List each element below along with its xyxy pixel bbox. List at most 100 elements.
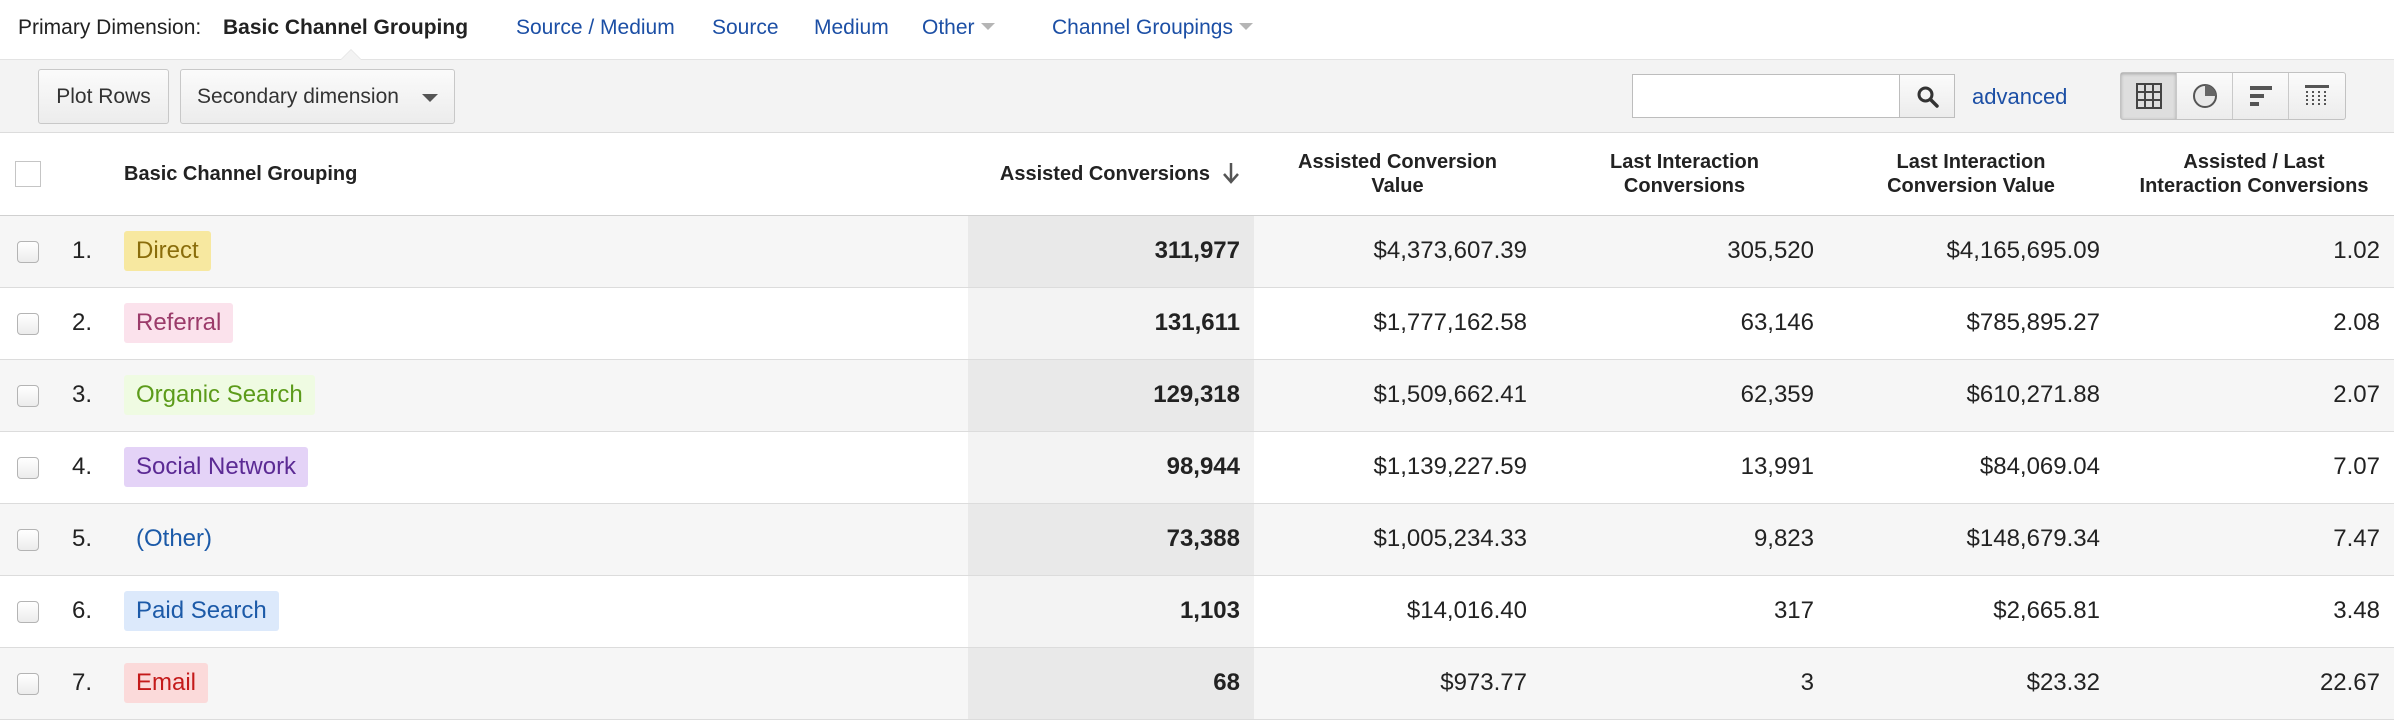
- channel-groupings-label: Channel Groupings: [1052, 16, 1233, 39]
- last-interaction-value-cell: $148,679.34: [1828, 503, 2114, 576]
- row-checkbox[interactable]: [17, 384, 39, 407]
- header-assisted-conversions[interactable]: Assisted Conversions: [968, 134, 1254, 216]
- header-assisted-last-interaction-ratio[interactable]: Assisted / Last Interaction Conversions: [2114, 134, 2394, 216]
- assisted-conversion-value-cell: $1,509,662.41: [1254, 359, 1541, 432]
- last-interaction-conversions-cell: 13,991: [1541, 431, 1828, 504]
- table-row: 3. Organic Search 129,318 $1,509,662.41 …: [0, 359, 2394, 432]
- table-view-button[interactable]: [2121, 73, 2177, 119]
- pie-view-button[interactable]: [2177, 73, 2233, 119]
- ratio-cell: 1.02: [2114, 215, 2394, 288]
- table-search-input[interactable]: [1633, 75, 1900, 117]
- last-interaction-value-cell: $2,665.81: [1828, 575, 2114, 648]
- select-all-cell: [0, 134, 56, 216]
- assisted-conversion-value-cell: $14,016.40: [1254, 575, 1541, 648]
- table-row: 4. Social Network 98,944 $1,139,227.59 1…: [0, 431, 2394, 504]
- assisted-conversions-cell: 311,977: [968, 215, 1254, 288]
- header-line-1: Assisted / Last: [2183, 151, 2325, 174]
- last-interaction-value-cell: $84,069.04: [1828, 431, 2114, 504]
- channel-label[interactable]: Direct: [124, 231, 211, 271]
- channel-groupings-dropdown[interactable]: Channel Groupings: [1052, 16, 1253, 40]
- channel-cell: Email: [116, 647, 968, 720]
- table-row: 6. Paid Search 1,103 $14,016.40 317 $2,6…: [0, 575, 2394, 648]
- assisted-conversion-value-cell: $973.77: [1254, 647, 1541, 720]
- dimension-link-source[interactable]: Source: [712, 16, 779, 39]
- rank-header: [56, 134, 116, 216]
- assisted-conversions-cell: 98,944: [968, 431, 1254, 504]
- assisted-conversions-cell: 73,388: [968, 503, 1254, 576]
- bar-view-icon: [2250, 86, 2272, 106]
- channel-label[interactable]: Email: [124, 663, 209, 703]
- row-checkbox[interactable]: [17, 312, 39, 335]
- bar-view-button[interactable]: [2233, 73, 2289, 119]
- ratio-cell: 2.08: [2114, 287, 2394, 360]
- assisted-conversion-value-cell: $4,373,607.39: [1254, 215, 1541, 288]
- row-checkbox[interactable]: [17, 600, 39, 623]
- table-view-icon: [2136, 83, 2162, 109]
- chevron-down-icon: [980, 22, 995, 30]
- primary-dimension-label: Primary Dimension:: [18, 16, 202, 39]
- row-rank: 7.: [56, 647, 116, 720]
- chevron-down-icon: [1238, 22, 1253, 30]
- row-select-cell: [0, 287, 56, 360]
- channel-cell: Organic Search: [116, 359, 968, 432]
- current-dimension-pointer: [340, 49, 362, 60]
- row-rank: 6.: [56, 575, 116, 648]
- last-interaction-value-cell: $610,271.88: [1828, 359, 2114, 432]
- secondary-dimension-dropdown[interactable]: Secondary dimension: [180, 69, 455, 124]
- last-interaction-value-cell: $4,165,695.09: [1828, 215, 2114, 288]
- header-line-2: Conversions: [1623, 175, 1746, 198]
- dimension-other-label: Other: [922, 16, 975, 39]
- last-interaction-conversions-cell: 63,146: [1541, 287, 1828, 360]
- channel-label[interactable]: (Other): [136, 525, 213, 552]
- header-line-1: Assisted Conversion: [1298, 151, 1497, 174]
- row-select-cell: [0, 359, 56, 432]
- row-checkbox[interactable]: [17, 456, 39, 479]
- channel-label[interactable]: Paid Search: [124, 591, 279, 631]
- row-rank: 3.: [56, 359, 116, 432]
- channel-label[interactable]: Referral: [124, 303, 234, 343]
- table-row: 5. (Other) 73,388 $1,005,234.33 9,823 $1…: [0, 503, 2394, 576]
- dimension-link-source-medium[interactable]: Source / Medium: [516, 16, 675, 39]
- plot-rows-button[interactable]: Plot Rows: [38, 69, 169, 124]
- last-interaction-conversions-cell: 317: [1541, 575, 1828, 648]
- advanced-filter-link[interactable]: advanced: [1972, 84, 2068, 109]
- row-checkbox[interactable]: [17, 528, 39, 551]
- dimension-other-dropdown[interactable]: Other: [922, 16, 995, 40]
- primary-dimension-current: Basic Channel Grouping: [223, 16, 469, 39]
- ratio-cell: 7.07: [2114, 431, 2394, 504]
- ratio-cell: 7.47: [2114, 503, 2394, 576]
- last-interaction-conversions-cell: 9,823: [1541, 503, 1828, 576]
- table-toolbar: Plot Rows Secondary dimension advanced: [0, 60, 2394, 133]
- dimension-link-medium[interactable]: Medium: [814, 16, 889, 39]
- header-basic-channel-grouping[interactable]: Basic Channel Grouping: [116, 134, 968, 216]
- pivot-view-icon: [2305, 85, 2329, 107]
- row-select-cell: [0, 503, 56, 576]
- header-last-interaction-conversions[interactable]: Last Interaction Conversions: [1541, 134, 1828, 216]
- assisted-conversion-value-cell: $1,005,234.33: [1254, 503, 1541, 576]
- last-interaction-conversions-cell: 62,359: [1541, 359, 1828, 432]
- view-switcher: [2120, 72, 2346, 120]
- search-button[interactable]: [1899, 74, 1955, 118]
- header-last-interaction-conversion-value[interactable]: Last Interaction Conversion Value: [1828, 134, 2114, 216]
- search-icon: [1917, 86, 1939, 108]
- channel-label[interactable]: Social Network: [124, 447, 309, 487]
- pivot-view-button[interactable]: [2289, 73, 2345, 119]
- header-assisted-conversion-value[interactable]: Assisted Conversion Value: [1254, 134, 1541, 216]
- header-line-1: Last Interaction: [1610, 151, 1759, 174]
- row-checkbox[interactable]: [17, 240, 39, 263]
- channel-table: Basic Channel Grouping Assisted Conversi…: [0, 134, 2394, 720]
- table-row: 2. Referral 131,611 $1,777,162.58 63,146…: [0, 287, 2394, 360]
- last-interaction-value-cell: $23.32: [1828, 647, 2114, 720]
- row-select-cell: [0, 431, 56, 504]
- assisted-conversions-cell: 1,103: [968, 575, 1254, 648]
- table-row: 7. Email 68 $973.77 3 $23.32 22.67: [0, 647, 2394, 720]
- header-line-2: Interaction Conversions: [2139, 175, 2369, 198]
- row-checkbox[interactable]: [17, 672, 39, 695]
- channel-cell: (Other): [116, 503, 968, 576]
- channel-cell: Social Network: [116, 431, 968, 504]
- assisted-conversions-cell: 68: [968, 647, 1254, 720]
- ratio-cell: 22.67: [2114, 647, 2394, 720]
- select-all-checkbox[interactable]: [15, 161, 41, 188]
- channel-label[interactable]: Organic Search: [124, 375, 315, 415]
- row-rank: 5.: [56, 503, 116, 576]
